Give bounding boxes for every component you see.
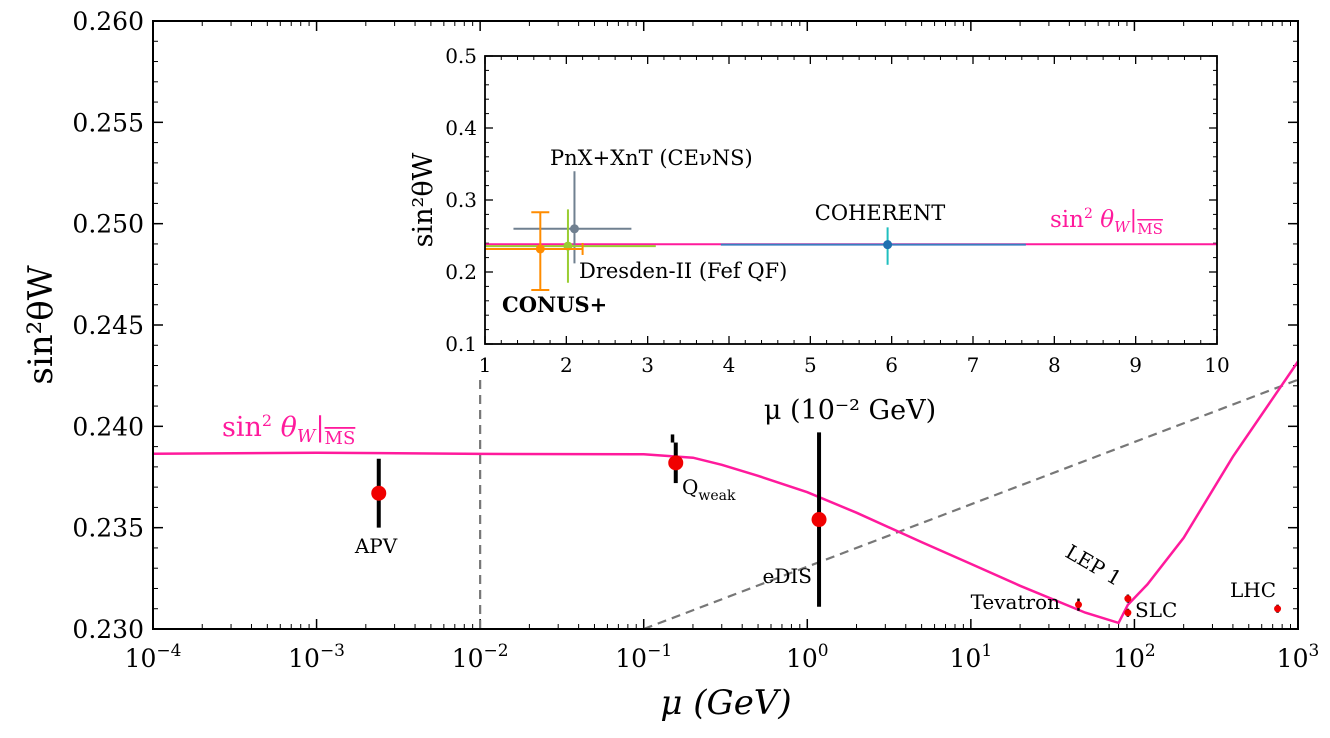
zoom-connector-line <box>643 378 1299 631</box>
inset-point-conus- <box>535 244 545 254</box>
inset-y-axis-label: sin²θW <box>408 152 439 247</box>
main-curve-label: sin2 θW|MS <box>222 411 355 449</box>
main-y-tick-label: 0.240 <box>72 412 144 441</box>
inset-y-tick-label: 0.1 <box>445 332 477 356</box>
inset-x-tick-label: 7 <box>967 353 980 377</box>
running-sin2theta-curve <box>152 360 1300 625</box>
inset-x-tick-label: 1 <box>479 353 492 377</box>
inset-x-tick-label: 2 <box>560 353 573 377</box>
main-y-tick-label: 0.235 <box>72 514 144 543</box>
point-label-edis: eDIS <box>763 564 812 588</box>
main-y-tick-label: 0.245 <box>72 311 144 340</box>
main-x-tick-label: 101 <box>950 641 993 673</box>
point-label-qweak: Qweak <box>682 475 736 504</box>
inset-x-tick-label: 10 <box>1204 353 1229 377</box>
main-x-tick-label: 100 <box>786 641 829 673</box>
inset-plot-frame <box>484 55 1218 345</box>
main-y-tick-label: 0.230 <box>72 615 144 644</box>
zoom-lines <box>479 378 1299 631</box>
point-label-lep1: LEP 1 <box>1062 540 1126 591</box>
main-y-tick-label: 0.260 <box>72 7 144 36</box>
point-label-apv: APV <box>354 534 398 558</box>
inset-background <box>485 56 1217 344</box>
main-x-tick-label: 103 <box>1277 641 1320 673</box>
point-label-tevatron: Tevatron <box>971 590 1060 614</box>
inset-point-coherent <box>883 240 893 250</box>
inset-label-dresden: Dresden-II (Fef QF) <box>579 259 787 283</box>
inset-x-tick-labels: 1 2 3 4 5 6 7 8 9 10 <box>479 353 1230 377</box>
inset-x-tick-label: 4 <box>723 353 736 377</box>
main-x-tick-labels: 10−4 10−3 10−2 10−1 100 101 102 103 <box>125 641 1320 673</box>
inset-y-tick-labels: 0.1 0.2 0.3 0.4 0.5 <box>445 44 477 356</box>
main-data-points <box>371 432 1282 617</box>
inset-x-tick-label: 3 <box>641 353 654 377</box>
main-x-tick-label: 10−1 <box>615 641 672 673</box>
inset-x-tick-label: 6 <box>885 353 898 377</box>
main-y-axis-label: sin²θW <box>21 265 61 384</box>
inset-x-tick-label: 9 <box>1129 353 1142 377</box>
main-chart: 10−4 10−3 10−2 10−1 100 101 102 103 0.2300.2350… <box>21 7 1319 723</box>
point-tevatron <box>1074 601 1082 609</box>
point-label-slc: SLC <box>1135 598 1177 622</box>
main-plot-frame <box>152 20 1299 630</box>
inset-label-conus-plus: CONUS+ <box>502 292 607 317</box>
inset-x-axis-label: μ (10⁻² GeV) <box>764 395 936 426</box>
inset-x-tick-label: 8 <box>1048 353 1061 377</box>
inset-data-points <box>485 171 1026 291</box>
point-edis <box>811 512 827 528</box>
inset-label-coherent: COHERENT <box>815 201 945 225</box>
main-x-tick-label: 10−2 <box>452 641 509 673</box>
point-label-lhc: LHC <box>1230 578 1276 602</box>
main-y-tick-label: 0.255 <box>72 108 144 137</box>
main-x-tick-label: 102 <box>1113 641 1156 673</box>
point-lep-1 <box>1124 595 1132 603</box>
main-x-tick-label: 10−4 <box>125 641 182 673</box>
main-x-tick-label: 10−3 <box>288 641 345 673</box>
inset-point-pnx-xnt-ce-ns- <box>569 224 579 234</box>
inset-y-tick-label: 0.2 <box>445 260 477 284</box>
point-qweak <box>668 455 684 471</box>
main-y-tick-label: 0.250 <box>72 210 144 239</box>
main-x-axis-label: μ (GeV) <box>660 683 791 723</box>
point-slc <box>1124 609 1132 617</box>
inset-y-tick-label: 0.4 <box>445 116 477 140</box>
point-lhc <box>1274 605 1282 613</box>
inset-x-tick-label: 5 <box>804 353 817 377</box>
inset-chart: 1 2 3 4 5 6 7 8 9 10 0.1 0.2 0.3 0.4 0.5 μ (10⁻² GeV)… <box>408 44 1230 426</box>
inset-y-tick-label: 0.5 <box>445 44 477 68</box>
inset-y-tick-label: 0.3 <box>445 188 477 212</box>
inset-reference-label: sin2 θW|MS <box>1050 206 1163 238</box>
main-y-tick-labels: 0.230 0.235 0.240 0.245 0.250 0.255 0.260 <box>72 7 144 644</box>
point-apv <box>371 485 387 501</box>
inset-label-pnx-xnt: PnX+XnT (CEνNS) <box>550 146 753 170</box>
